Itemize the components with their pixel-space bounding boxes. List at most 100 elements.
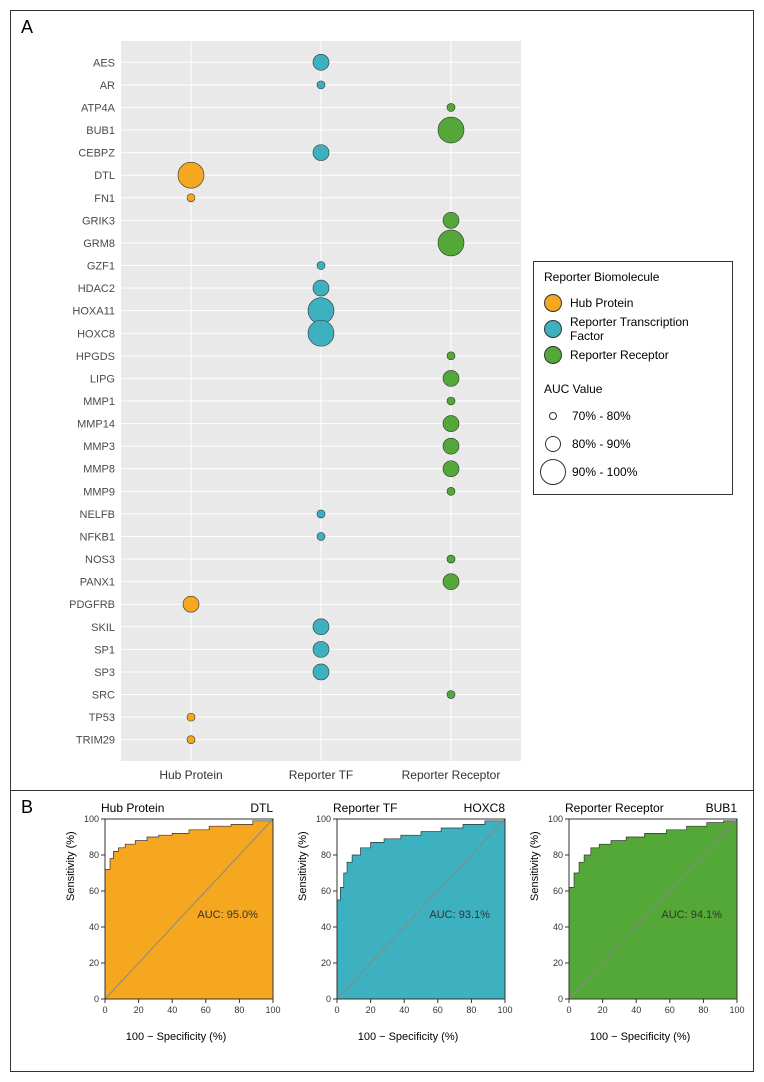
svg-text:20: 20 bbox=[598, 1005, 608, 1015]
gene-label: AR bbox=[100, 80, 115, 92]
roc-title-right: BUB1 bbox=[706, 801, 737, 815]
roc-ylabel: Sensitivity (%) bbox=[297, 831, 309, 901]
legend-swatch bbox=[544, 320, 562, 338]
svg-text:60: 60 bbox=[89, 886, 99, 896]
svg-text:100: 100 bbox=[497, 1005, 512, 1015]
gene-label: PANX1 bbox=[80, 577, 115, 589]
gene-label: NELFB bbox=[80, 509, 115, 521]
legend-bio-label: Reporter Transcription Factor bbox=[570, 315, 722, 343]
bubble-point bbox=[443, 438, 459, 454]
svg-text:0: 0 bbox=[326, 994, 331, 1004]
gene-label: TP53 bbox=[89, 712, 115, 724]
roc-xlabel: 100 − Specificity (%) bbox=[535, 1031, 745, 1043]
legend-size-circle bbox=[540, 459, 566, 485]
gene-label: SRC bbox=[92, 690, 115, 702]
bubble-point bbox=[447, 555, 455, 563]
legend-size-label: 80% - 90% bbox=[572, 437, 631, 451]
panel-a: A AESARATP4ABUB1CEBPZDTLFN1GRIK3GRM8GZF1… bbox=[11, 11, 753, 791]
bubble-point bbox=[187, 194, 195, 202]
bubble-point bbox=[178, 162, 204, 188]
svg-text:AUC: 93.1%: AUC: 93.1% bbox=[429, 909, 490, 921]
bubble-point bbox=[438, 230, 464, 256]
x-category-label: Hub Protein bbox=[159, 768, 222, 782]
bubble-point bbox=[317, 262, 325, 270]
svg-text:40: 40 bbox=[167, 1005, 177, 1015]
panel-b: B Hub ProteinDTL002020404060608080100100… bbox=[11, 791, 753, 1071]
roc-title-left: Reporter TF bbox=[333, 801, 397, 815]
svg-text:80: 80 bbox=[466, 1005, 476, 1015]
bubble-point bbox=[187, 736, 195, 744]
legend-bio-row: Hub Protein bbox=[544, 290, 722, 316]
bubble-point bbox=[447, 397, 455, 405]
svg-text:AUC: 94.1%: AUC: 94.1% bbox=[661, 909, 722, 921]
legend-swatch bbox=[544, 294, 562, 312]
svg-text:40: 40 bbox=[89, 922, 99, 932]
svg-text:20: 20 bbox=[134, 1005, 144, 1015]
gene-label: GRIK3 bbox=[82, 215, 115, 227]
svg-text:100: 100 bbox=[729, 1005, 744, 1015]
legend-bio-row: Reporter Transcription Factor bbox=[544, 316, 722, 342]
bubble-point bbox=[313, 641, 329, 657]
svg-text:20: 20 bbox=[89, 958, 99, 968]
roc-title-left: Hub Protein bbox=[101, 801, 164, 815]
legend-bio-label: Hub Protein bbox=[570, 296, 633, 310]
bubble-point bbox=[447, 487, 455, 495]
gene-label: NFKB1 bbox=[80, 531, 115, 543]
svg-text:0: 0 bbox=[558, 994, 563, 1004]
legend-size-label: 70% - 80% bbox=[572, 409, 631, 423]
gene-label: BUB1 bbox=[86, 125, 115, 137]
gene-label: DTL bbox=[94, 170, 115, 182]
legend-size-label: 90% - 100% bbox=[572, 465, 637, 479]
svg-text:80: 80 bbox=[553, 850, 563, 860]
svg-text:20: 20 bbox=[553, 958, 563, 968]
legend-bio-row: Reporter Receptor bbox=[544, 342, 722, 368]
svg-text:100: 100 bbox=[316, 814, 331, 824]
bubble-point bbox=[447, 103, 455, 111]
gene-label: PDGFRB bbox=[69, 599, 115, 611]
svg-text:100: 100 bbox=[265, 1005, 280, 1015]
bubble-point bbox=[447, 352, 455, 360]
gene-label: CEBPZ bbox=[78, 148, 115, 160]
x-category-label: Reporter TF bbox=[289, 768, 353, 782]
legend-bio-title: Reporter Biomolecule bbox=[544, 270, 722, 284]
bubble-point bbox=[317, 510, 325, 518]
legend-size-title: AUC Value bbox=[544, 382, 722, 396]
gene-label: NOS3 bbox=[85, 554, 115, 566]
legend-bio-label: Reporter Receptor bbox=[570, 348, 669, 362]
gene-label: MMP14 bbox=[77, 419, 115, 431]
svg-text:80: 80 bbox=[234, 1005, 244, 1015]
svg-text:40: 40 bbox=[399, 1005, 409, 1015]
roc-title-right: DTL bbox=[250, 801, 273, 815]
svg-text:20: 20 bbox=[321, 958, 331, 968]
svg-text:40: 40 bbox=[321, 922, 331, 932]
svg-text:AUC: 95.0%: AUC: 95.0% bbox=[197, 909, 258, 921]
panel-b-label: B bbox=[21, 797, 33, 818]
svg-text:40: 40 bbox=[631, 1005, 641, 1015]
svg-text:60: 60 bbox=[201, 1005, 211, 1015]
svg-text:60: 60 bbox=[553, 886, 563, 896]
roc-ylabel: Sensitivity (%) bbox=[529, 831, 541, 901]
gene-label: MMP8 bbox=[83, 464, 115, 476]
roc-ylabel: Sensitivity (%) bbox=[65, 831, 77, 901]
legend-size-row: 80% - 90% bbox=[544, 430, 722, 458]
roc-title-right: HOXC8 bbox=[464, 801, 505, 815]
roc-plot: Reporter TFHOXC8002020404060608080100100… bbox=[303, 801, 513, 1041]
bubble-point bbox=[313, 619, 329, 635]
svg-text:0: 0 bbox=[334, 1005, 339, 1015]
bubble-point bbox=[443, 416, 459, 432]
svg-text:0: 0 bbox=[102, 1005, 107, 1015]
figure: A AESARATP4ABUB1CEBPZDTLFN1GRIK3GRM8GZF1… bbox=[10, 10, 754, 1072]
gene-label: HPGDS bbox=[76, 351, 115, 363]
bubble-plot bbox=[121, 41, 521, 761]
bubble-point bbox=[438, 117, 464, 143]
roc-title-left: Reporter Receptor bbox=[565, 801, 664, 815]
legend-size-circle bbox=[545, 436, 561, 452]
svg-text:80: 80 bbox=[698, 1005, 708, 1015]
bubble-point bbox=[313, 145, 329, 161]
bubble-point bbox=[443, 461, 459, 477]
svg-text:60: 60 bbox=[665, 1005, 675, 1015]
gene-label: SP3 bbox=[94, 667, 115, 679]
gene-label: HOXA11 bbox=[72, 306, 115, 318]
bubble-point bbox=[443, 370, 459, 386]
gene-label: ATP4A bbox=[81, 102, 116, 114]
